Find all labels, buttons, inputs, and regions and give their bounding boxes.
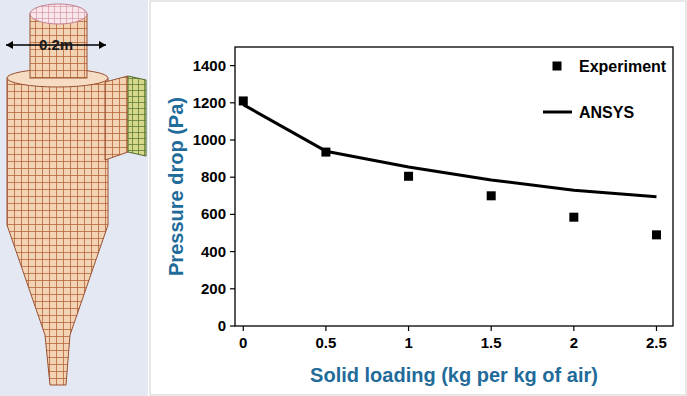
x-tick-label: 2 [570,334,578,351]
x-tick-label: 0.5 [315,334,336,351]
x-axis-title: Solid loading (kg per kg of air) [310,364,598,386]
x-tick [325,326,326,331]
y-tick-label: 600 [201,205,226,222]
x-tick-label: 1 [404,334,412,351]
y-tick [230,251,235,252]
figure: 0.2m 0 200 400 600 800 1000 1200 1400 0 0.5 1 1.5 2 2.… [0,0,687,396]
legend-label: Experiment [579,58,667,75]
data-point [404,172,413,181]
data-point [487,191,496,200]
x-tick [491,326,492,331]
x-tick-label: 2.5 [646,334,667,351]
x-tick [408,326,409,331]
cyclone: 0.2m [6,4,146,385]
y-tick-label: 0 [218,317,226,334]
y-tick [230,139,235,140]
y-tick-label: 200 [201,280,226,297]
y-tick-label: 1400 [193,57,226,74]
legend-swatch [553,62,562,71]
panel-background [0,0,148,396]
inlet-face [128,76,146,156]
y-tick [230,288,235,289]
y-tick [230,102,235,103]
x-tick [656,326,657,331]
chart-background [150,1,686,395]
data-point [239,96,248,105]
series-line [243,105,656,197]
y-tick-label: 400 [201,243,226,260]
cyclone-body [7,78,108,385]
y-axis-title: Pressure drop (Pa) [165,97,187,276]
legend: Experiment ANSYS [543,58,667,121]
data-point [652,230,661,239]
canvas: 0.2m 0 200 400 600 800 1000 1200 1400 0 0.5 1 1.5 2 2.… [0,0,687,396]
y-tick-label: 1000 [193,131,226,148]
annotation: 0.2m [39,36,73,53]
y-tick [230,177,235,178]
y-tick [230,325,235,326]
x-tick-label: 1.5 [481,334,502,351]
y-tick [230,65,235,66]
x-tick [243,326,244,331]
plot-area [239,96,661,239]
y-tick [230,214,235,215]
plot-frame [235,47,673,326]
y-tick-label: 1200 [193,94,226,111]
y-tick-label: 800 [201,168,226,185]
legend-swatch [543,111,572,114]
outlet-top [30,4,87,24]
data-point [569,213,578,222]
inlet-duct [105,76,128,160]
x-tick-label: 0 [239,334,247,351]
legend-label: ANSYS [579,104,634,121]
x-tick [573,326,574,331]
